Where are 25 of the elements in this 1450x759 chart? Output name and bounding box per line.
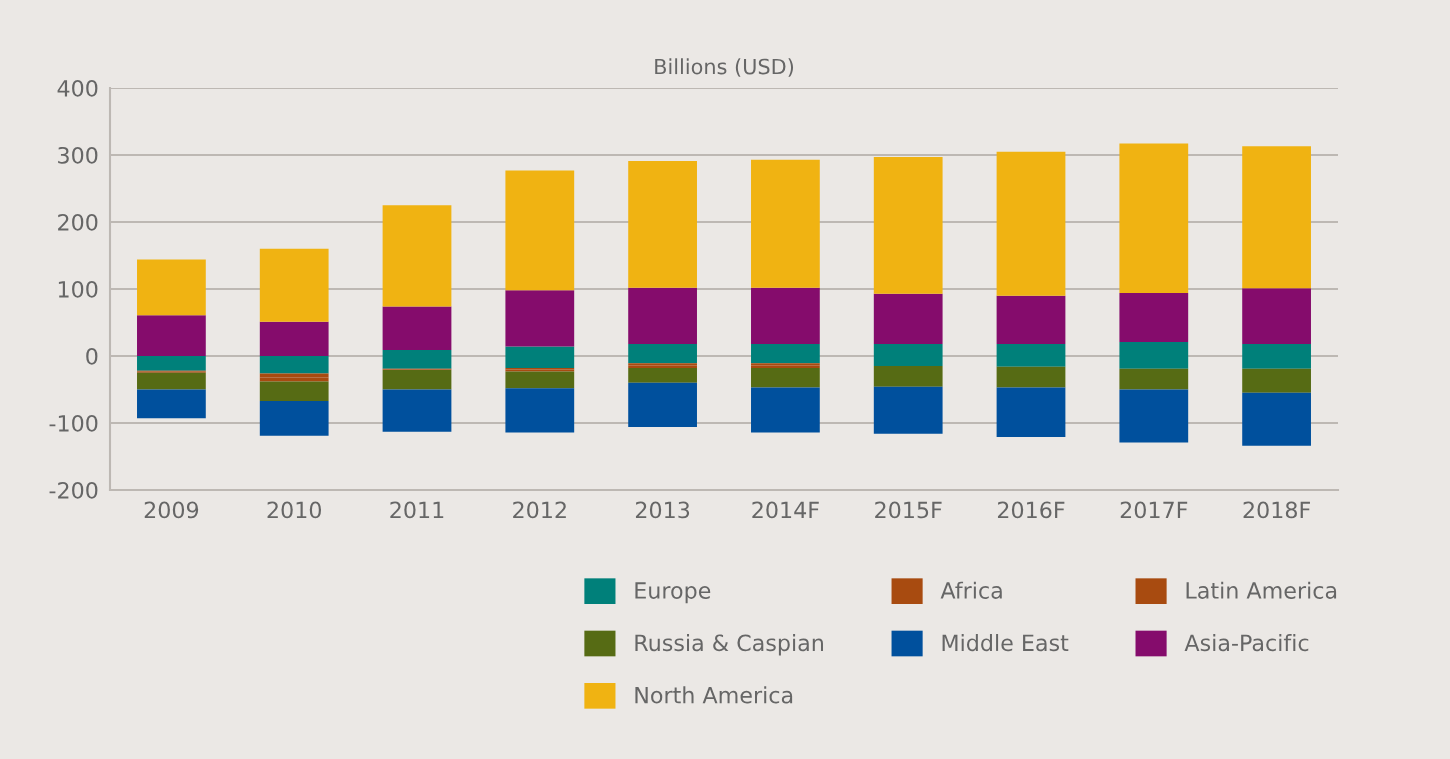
x-tick-label: 2014F — [752, 501, 819, 519]
chart-title: Billions (USD) — [655, 58, 794, 77]
legend-label: North America — [635, 686, 793, 704]
x-tick-label: 2011 — [390, 501, 444, 519]
legend-label: Latin America — [1186, 581, 1337, 599]
x-tick-label: 2009 — [144, 501, 199, 519]
x-tick-label: 2012 — [513, 501, 566, 519]
legend-label: Asia-Pacific — [1184, 634, 1309, 652]
x-tick-label: 2016F — [997, 501, 1065, 519]
legend-label: Middle East — [942, 634, 1069, 652]
y-tick-label: -100 — [49, 414, 98, 432]
y-tick-label: 0 — [86, 347, 98, 365]
legend-label: Africa — [940, 581, 1002, 599]
y-tick-label: 100 — [58, 280, 98, 298]
legend-label: Europe — [635, 582, 711, 604]
y-tick-label: -200 — [49, 481, 98, 499]
y-tick-label: 300 — [58, 146, 98, 164]
legend-label: Russia & Caspian — [635, 634, 823, 656]
x-tick-label: 2018F — [1243, 501, 1310, 519]
x-tick-label: 2010 — [267, 501, 321, 519]
x-tick-label: 2017F — [1120, 501, 1188, 519]
y-tick-label: 200 — [58, 213, 98, 231]
x-tick-label: 2013 — [635, 501, 690, 519]
x-tick-label: 2015F — [875, 501, 942, 519]
y-tick-label: 400 — [57, 79, 98, 97]
